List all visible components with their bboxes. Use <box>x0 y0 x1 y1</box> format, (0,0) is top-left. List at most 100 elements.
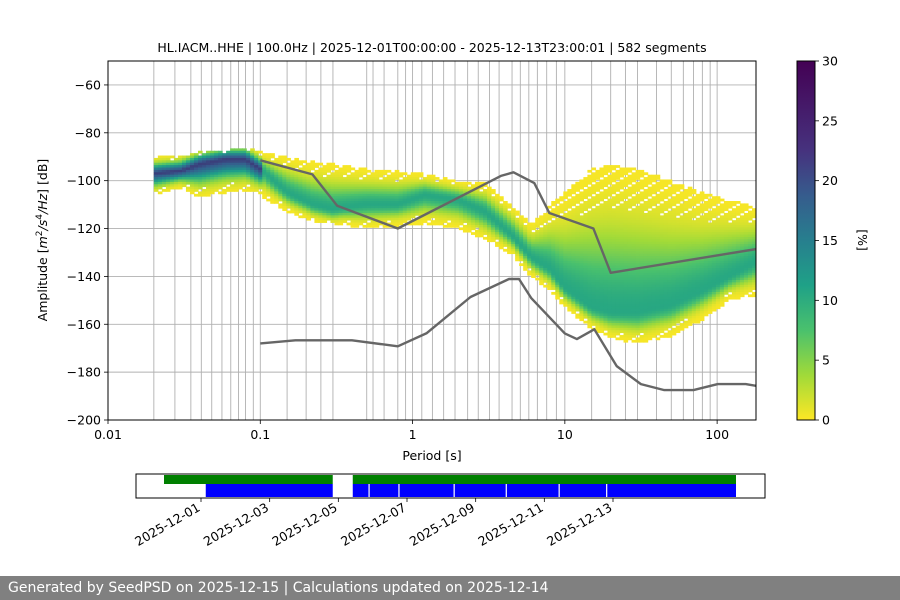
psd-cell-1759 <box>507 236 512 240</box>
psd-cell-4161 <box>695 193 701 197</box>
psd-cell-2537 <box>591 272 597 276</box>
psd-cell-2860 <box>611 253 617 257</box>
psd-cell-3592 <box>655 232 661 235</box>
psd-cell-4172 <box>695 224 701 228</box>
psd-cell-2307 <box>575 279 580 283</box>
psd-cell-2135 <box>563 229 568 233</box>
psd-cell-1069 <box>374 189 380 192</box>
psd-cell-688 <box>310 162 316 166</box>
psd-cell-3386 <box>643 212 649 216</box>
psd-cell-2257 <box>571 287 576 290</box>
psd-cell-1514 <box>462 181 468 185</box>
psd-cell-3021 <box>619 313 625 317</box>
psd-cell-702 <box>310 198 316 202</box>
psd-cell-329 <box>234 186 239 190</box>
psd-cell-3856 <box>671 270 677 274</box>
psd-cell-461 <box>266 177 271 180</box>
psd-cell-2325 <box>579 186 584 190</box>
psd-cell-3695 <box>659 327 665 331</box>
psd-cell-2658 <box>599 253 605 257</box>
psd-cell-2353 <box>579 260 584 264</box>
psd-cell-2752 <box>603 318 609 322</box>
psd-cell-2522 <box>591 236 597 240</box>
psd-cell-602 <box>294 177 299 180</box>
psd-cell-612 <box>294 201 299 204</box>
psd-cell-3570 <box>651 335 657 338</box>
psd-cell-2211 <box>567 299 572 302</box>
psd-cell-3966 <box>679 253 685 257</box>
psd-cell-1957 <box>543 253 548 257</box>
psd-cell-1469 <box>450 210 456 214</box>
psd-cell-4259 <box>699 306 705 310</box>
psd-cell-1736 <box>503 224 508 228</box>
psd-cell-1821 <box>519 253 524 257</box>
psd-cell-1896 <box>535 236 540 240</box>
psd-cell-1245 <box>406 191 412 195</box>
psd-cell-4376 <box>711 236 717 240</box>
psd-cell-2018 <box>551 241 556 245</box>
psd-cell-680 <box>306 203 312 207</box>
psd-cell-398 <box>250 189 255 192</box>
psd-cell-2654 <box>599 244 605 247</box>
psd-cell-42 <box>161 189 167 192</box>
psd-cell-2736 <box>603 279 609 283</box>
psd-cell-3806 <box>667 296 673 300</box>
psd-cell-4601 <box>731 272 737 276</box>
psd-cell-55 <box>165 184 171 188</box>
psd-cell-923 <box>350 172 356 176</box>
psd-cell-1303 <box>418 181 424 185</box>
psd-cell-604 <box>294 181 299 185</box>
psd-cell-286 <box>226 165 231 168</box>
psd-cell-2923 <box>615 241 621 245</box>
psd-cell-493 <box>274 165 279 168</box>
psd-cell-3546 <box>651 277 657 281</box>
psd-cell-3589 <box>655 224 661 228</box>
psd-cell-1773 <box>511 224 516 228</box>
psd-cell-3413 <box>643 277 649 281</box>
psd-cell-4506 <box>723 229 729 233</box>
psd-cell-4298 <box>703 277 709 281</box>
psd-cell-2551 <box>591 306 597 310</box>
psd-cell-1530 <box>462 220 468 223</box>
psd-cell-1394 <box>434 212 440 216</box>
psd-cell-4148 <box>691 291 697 295</box>
psd-cell-3017 <box>619 303 625 307</box>
psd-cell-4254 <box>699 294 705 298</box>
psd-cell-2480 <box>587 287 593 290</box>
psd-cell-3172 <box>631 177 637 180</box>
psd-cell-2763 <box>607 179 613 183</box>
psd-cell-4227 <box>699 229 705 233</box>
psd-cell-3102 <box>627 169 633 173</box>
psd-cell-2034 <box>551 279 556 283</box>
psd-cell-952 <box>354 184 360 188</box>
psd-cell-453 <box>266 157 271 161</box>
psd-cell-2088 <box>559 222 564 226</box>
psd-cell-3602 <box>655 256 661 259</box>
psd-cell-233 <box>214 157 219 161</box>
psd-cell-2958 <box>615 325 621 329</box>
psd-cell-3915 <box>675 270 681 274</box>
psd-cell-1380 <box>434 177 440 180</box>
psd-cell-1907 <box>535 263 540 267</box>
psd-cell-6 <box>153 172 159 176</box>
psd-cell-439 <box>262 169 267 173</box>
psd-cell-639 <box>298 215 303 219</box>
psd-cell-3888 <box>675 201 681 204</box>
psd-cell-3793 <box>667 265 673 269</box>
psd-cell-1278 <box>410 222 416 226</box>
psd-cell-1861 <box>527 258 532 262</box>
psd-cell-3335 <box>639 248 645 252</box>
psd-cell-1630 <box>483 212 488 216</box>
psd-cell-3858 <box>671 275 677 278</box>
psd-cell-2524 <box>591 241 597 245</box>
psd-cell-3565 <box>651 323 657 326</box>
psd-cell-2695 <box>603 177 609 180</box>
psd-cell-3938 <box>675 327 681 331</box>
psd-cell-2431 <box>583 311 588 314</box>
psd-cell-4790 <box>751 279 756 283</box>
psd-cell-4737 <box>747 236 753 240</box>
psd-cell-3644 <box>659 203 665 207</box>
psd-cell-2011 <box>551 224 556 228</box>
psd-cell-1330 <box>422 198 428 202</box>
psd-cell-2153 <box>563 272 568 276</box>
